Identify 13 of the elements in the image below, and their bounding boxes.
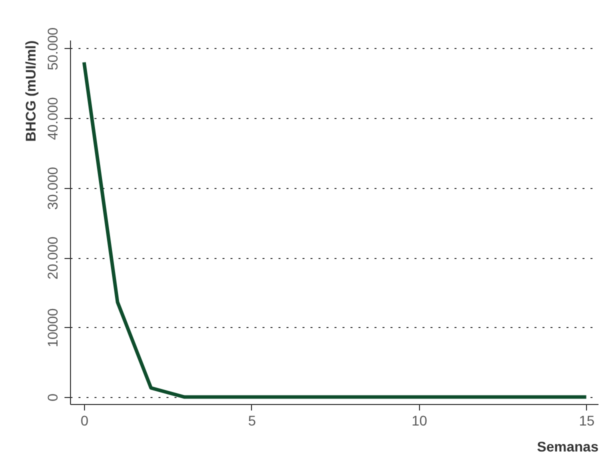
x-axis-title: Semanas [537,438,599,454]
y-axis-title: BHCG (mUI/ml) [22,40,38,142]
y-tick-label: 0 [44,393,60,402]
y-tick-label: 40.000 [44,96,60,140]
y-tick-label: 20.000 [44,236,60,280]
y-tick-label: 30.000 [44,166,60,210]
x-tick-label: 10 [412,412,428,428]
line-series [82,60,588,399]
x-tick-label: 0 [80,412,89,428]
x-tick-label: 5 [248,412,256,428]
x-tick-label: 15 [578,412,595,428]
y-tick-label: 10000 [44,308,60,348]
y-tick-label: 50.000 [44,27,60,70]
